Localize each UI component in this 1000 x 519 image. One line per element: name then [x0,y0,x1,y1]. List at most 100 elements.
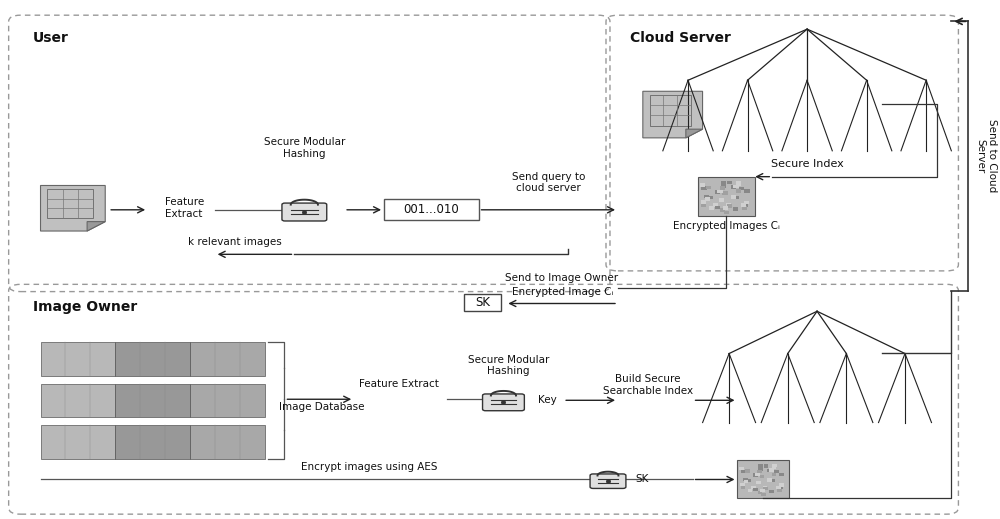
Bar [769,468,774,472]
Bar [720,209,725,212]
Bar [741,486,745,489]
Text: k relevant images: k relevant images [188,237,282,247]
Polygon shape [41,185,105,231]
Text: Secure Modular
Hashing: Secure Modular Hashing [264,138,345,159]
Bar [721,184,726,188]
Bar [717,190,723,194]
Bar [779,483,784,486]
Bar [727,181,732,184]
Text: 001...010: 001...010 [403,203,459,216]
Bar [755,473,759,476]
Bar [744,189,750,193]
Bar [719,198,724,202]
FancyBboxPatch shape [590,474,626,488]
Bar [705,197,710,201]
Bar [724,211,729,214]
Bar [777,487,782,491]
Text: Secure Index: Secure Index [771,159,843,169]
FancyBboxPatch shape [190,425,265,459]
Polygon shape [87,222,105,231]
Bar [757,470,762,473]
Text: Image Database: Image Database [279,402,365,412]
Bar [755,473,760,476]
Bar [734,196,739,199]
Bar [704,195,709,198]
FancyBboxPatch shape [464,294,501,311]
FancyBboxPatch shape [115,384,190,417]
Bar [748,489,752,492]
Bar [733,207,738,211]
Bar [741,203,746,207]
Text: Encrypted Images Cᵢ: Encrypted Images Cᵢ [673,221,780,230]
Bar [778,486,783,489]
Bar [758,491,762,494]
Bar [777,488,782,492]
Bar [763,487,768,490]
Bar [774,470,779,473]
Bar [706,186,711,189]
Text: Encrypted Image Cᵢ: Encrypted Image Cᵢ [512,287,614,297]
Text: Cloud Server: Cloud Server [630,31,731,45]
Bar [731,185,736,189]
Bar [742,205,747,209]
Bar [700,183,705,187]
Bar [758,465,763,468]
Bar [761,493,766,496]
Bar [708,196,713,199]
Bar [723,206,728,210]
Text: Feature Extract: Feature Extract [359,379,439,389]
Bar [756,481,761,484]
Bar [763,485,767,489]
Bar [722,192,728,195]
Bar [717,190,722,193]
Bar [772,464,777,468]
FancyBboxPatch shape [190,343,265,376]
Text: Send to Image Owner: Send to Image Owner [505,273,618,283]
Bar [769,489,774,493]
Bar [736,181,741,184]
Text: Secure Modular
Hashing: Secure Modular Hashing [468,355,549,376]
Bar [753,488,758,491]
Text: Key: Key [538,395,557,405]
Text: SK: SK [636,474,649,484]
Text: SK: SK [475,296,490,309]
Bar [772,466,776,470]
Text: Build Secure
Searchable Index: Build Secure Searchable Index [603,374,693,395]
Bar [731,196,736,199]
Bar [744,480,748,483]
FancyBboxPatch shape [115,343,190,376]
FancyBboxPatch shape [115,425,190,459]
Bar [739,187,744,190]
Text: Send query to
cloud server: Send query to cloud server [512,172,585,193]
Bar [709,206,714,210]
Bar [701,200,706,204]
Bar [743,203,748,207]
Bar [770,479,775,482]
FancyBboxPatch shape [737,460,789,498]
FancyBboxPatch shape [41,384,115,417]
Bar [733,185,739,188]
Bar [745,469,750,473]
Bar [751,486,756,489]
Bar [772,473,776,476]
Bar [715,190,720,194]
Text: User: User [33,31,68,45]
Bar [758,468,763,471]
Polygon shape [686,129,703,138]
Text: Encrypt images using AES: Encrypt images using AES [301,462,437,472]
Bar [779,473,784,476]
Bar [736,183,741,186]
Bar [760,474,764,478]
Bar [727,204,732,208]
Text: Feature
Extract: Feature Extract [165,197,204,218]
Bar [753,473,758,477]
Bar [726,203,731,207]
FancyBboxPatch shape [41,343,115,376]
FancyBboxPatch shape [384,199,479,220]
Bar [713,203,718,207]
FancyBboxPatch shape [282,203,327,221]
Bar [776,486,781,489]
Bar [767,479,772,482]
Text: Send to Cloud
Server: Send to Cloud Server [975,119,997,193]
Bar [746,479,751,482]
